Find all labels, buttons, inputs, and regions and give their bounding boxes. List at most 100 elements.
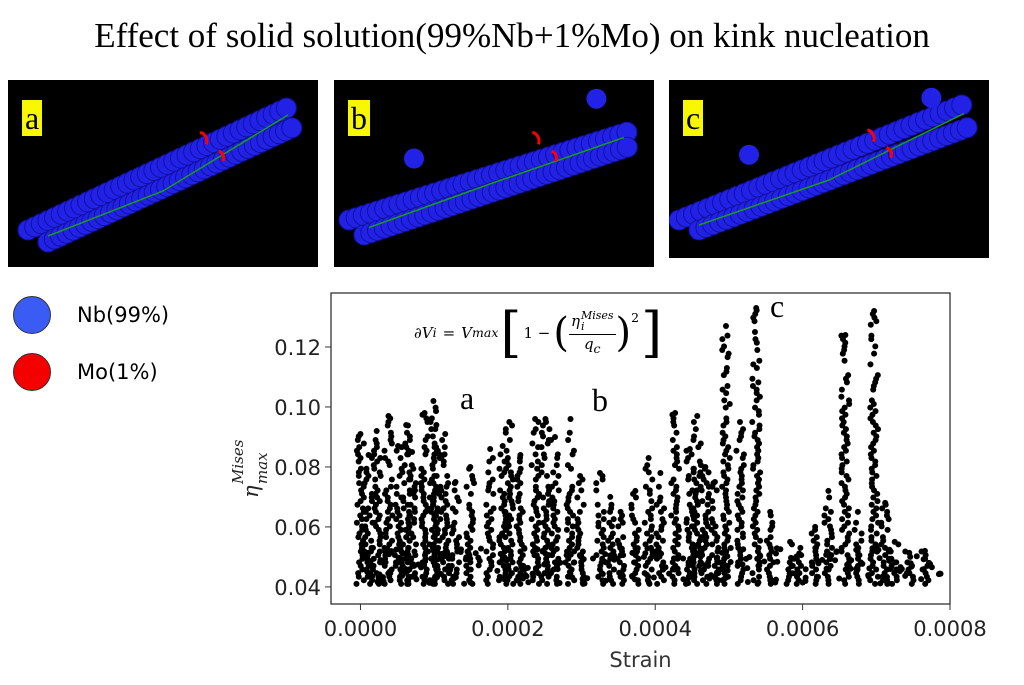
data-point — [631, 530, 638, 537]
data-point — [740, 462, 747, 469]
data-point — [463, 570, 470, 577]
data-point — [553, 545, 560, 552]
data-point — [411, 516, 418, 523]
data-point — [355, 570, 362, 577]
eq-lhs: ∂V — [414, 323, 433, 342]
data-point — [370, 555, 377, 562]
data-point — [813, 534, 820, 541]
data-point — [702, 463, 709, 470]
data-point — [389, 512, 396, 519]
data-point — [444, 472, 451, 479]
data-point — [859, 560, 866, 567]
data-point — [555, 472, 562, 479]
data-point — [705, 469, 712, 476]
data-point — [564, 462, 571, 469]
data-point — [449, 505, 456, 512]
data-point — [516, 490, 523, 497]
eq-paren-right: ) — [615, 310, 632, 356]
data-point — [907, 553, 914, 560]
data-point — [913, 553, 920, 560]
data-point — [483, 501, 490, 508]
plot-frame — [330, 292, 951, 605]
data-point — [569, 530, 576, 537]
data-point — [750, 577, 757, 584]
data-point — [699, 472, 706, 479]
data-point — [423, 566, 430, 573]
data-point — [754, 526, 761, 533]
data-point — [740, 426, 747, 433]
data-point — [466, 501, 473, 508]
eq-fraction: η Mises i qc — [568, 310, 616, 356]
data-point — [751, 328, 758, 335]
data-point — [757, 537, 764, 544]
data-point — [432, 404, 439, 411]
data-point — [596, 469, 603, 476]
data-point — [724, 567, 731, 574]
data-point — [538, 429, 545, 436]
data-point — [373, 570, 380, 577]
data-point — [750, 361, 757, 368]
data-point — [517, 505, 524, 512]
data-point — [554, 534, 561, 541]
data-point — [709, 541, 716, 548]
data-point — [657, 469, 664, 476]
data-point — [594, 537, 601, 544]
data-point — [360, 440, 367, 447]
slide-title: Effect of solid solution(99%Nb+1%Mo) on … — [94, 16, 930, 55]
data-point — [694, 412, 701, 419]
data-point — [376, 548, 383, 555]
data-point — [868, 332, 875, 339]
data-point — [845, 372, 852, 379]
data-point — [650, 574, 657, 581]
data-point — [506, 530, 513, 537]
data-point — [705, 490, 712, 497]
data-point — [448, 562, 455, 569]
data-point — [519, 565, 526, 572]
data-point — [606, 570, 613, 577]
data-point — [855, 551, 862, 558]
data-point — [726, 454, 733, 461]
data-point — [433, 472, 440, 479]
data-point — [408, 462, 415, 469]
data-point — [490, 490, 497, 497]
data-point — [463, 562, 470, 569]
data-point — [381, 580, 388, 587]
data-point — [399, 562, 406, 569]
data-point — [579, 548, 586, 555]
data-point — [688, 451, 695, 458]
data-point — [659, 516, 666, 523]
data-point — [614, 537, 621, 544]
data-point — [610, 516, 617, 523]
data-point — [867, 321, 874, 328]
data-point — [753, 386, 760, 393]
nb-atom-icon — [13, 296, 51, 334]
data-point — [872, 580, 879, 587]
data-point — [506, 436, 513, 443]
data-point — [549, 494, 556, 501]
data-point — [827, 508, 834, 515]
data-point — [517, 580, 524, 587]
y-tick-label: 0.06 — [274, 516, 321, 540]
data-point — [477, 545, 484, 552]
data-point — [542, 415, 549, 422]
data-point — [502, 508, 509, 515]
data-point — [502, 534, 509, 541]
data-point — [356, 480, 363, 487]
data-point — [475, 562, 482, 569]
data-point — [722, 404, 729, 411]
data-point — [653, 530, 660, 537]
data-point — [883, 573, 890, 580]
data-point — [406, 487, 413, 494]
data-point — [576, 508, 583, 515]
data-point — [494, 567, 501, 574]
data-point — [463, 530, 470, 537]
data-point — [552, 480, 559, 487]
data-point — [644, 530, 651, 537]
data-point — [872, 458, 879, 465]
x-tick-label: 0.0002 — [471, 617, 544, 641]
data-point — [723, 487, 730, 494]
data-point — [690, 505, 697, 512]
data-point — [642, 541, 649, 548]
data-point — [641, 519, 648, 526]
dislocation-line — [368, 136, 625, 229]
